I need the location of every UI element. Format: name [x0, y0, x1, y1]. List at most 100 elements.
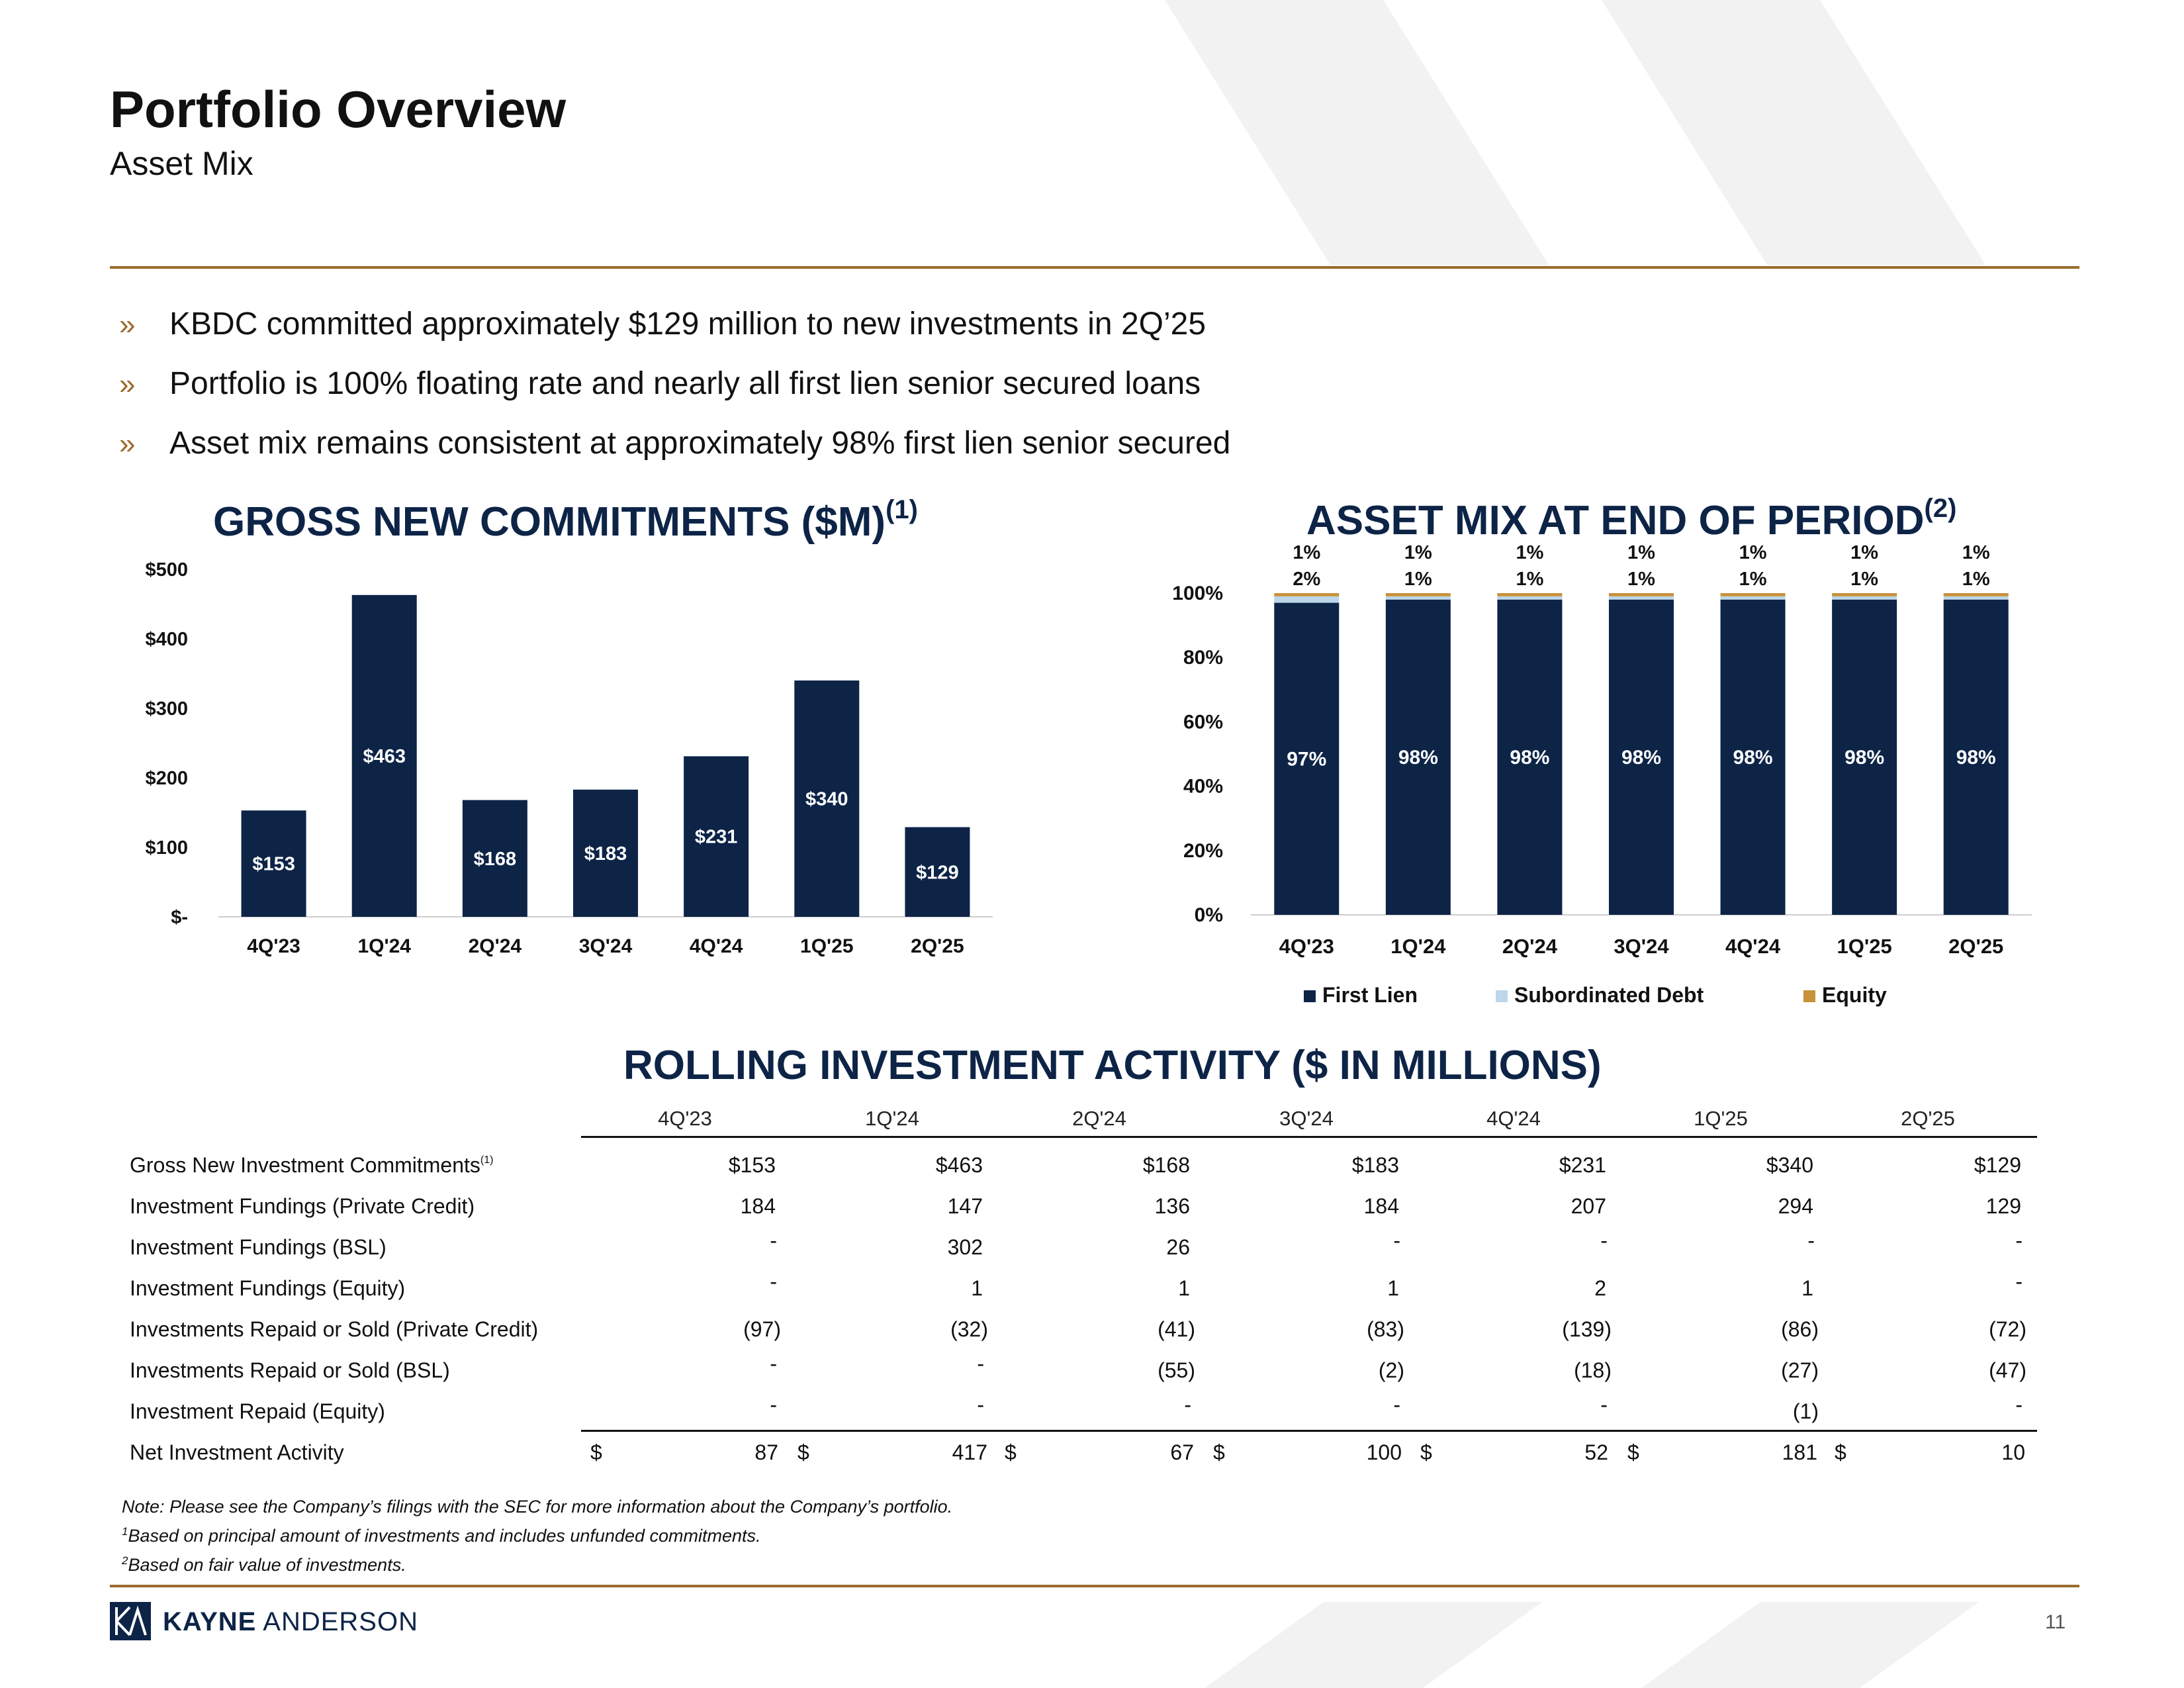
x-tick-label: 1Q'25: [1837, 935, 1892, 958]
page-title: Portfolio Overview: [110, 80, 567, 138]
data-label: 1%: [1850, 542, 1878, 563]
x-tick-label: 1Q'24: [357, 935, 411, 957]
legend-label: First Lien: [1322, 983, 1418, 1007]
asset-mix-chart: 0% 20% 40% 60% 80% 100% 97% 2% 1% 4Q'23 98% 1% 1% 1Q'…: [1172, 542, 2032, 1007]
table-cell: 136: [1154, 1194, 1190, 1218]
bar: [351, 594, 417, 917]
footnote-line: 2Based on fair value of investments.: [122, 1548, 952, 1577]
chart-title-text: ASSET MIX AT END OF PERIOD: [1306, 498, 1925, 543]
legend-swatch: [1803, 990, 1815, 1002]
table-cell: 87: [754, 1440, 778, 1464]
footnote-line: Note: Please see the Company’s filings w…: [122, 1497, 953, 1517]
bullet-mark: »: [119, 308, 136, 341]
column-header: 2Q'25: [1901, 1107, 1955, 1130]
table-cell: 181: [1782, 1440, 1817, 1464]
stack-segment: [1274, 602, 1340, 915]
stack-segment: [1385, 596, 1451, 600]
stack-segment: [1720, 596, 1786, 600]
x-tick-label: 3Q'24: [579, 935, 633, 957]
y-tick-label: 60%: [1183, 711, 1223, 733]
data-label: 1%: [1739, 569, 1767, 590]
stack-segment: [1609, 593, 1674, 596]
table-cell: -: [770, 1352, 777, 1376]
stack-segment: [1385, 599, 1451, 915]
data-label: 1%: [1850, 569, 1878, 590]
footnote-marker: 1: [122, 1525, 128, 1538]
data-label: $463: [363, 746, 406, 767]
y-tick-label: 0%: [1195, 904, 1223, 926]
footnotes: Note: Please see the Company’s filings w…: [122, 1495, 952, 1577]
table-cell: 1: [1178, 1276, 1190, 1300]
row-label-sup: (1): [480, 1154, 494, 1166]
stack-segment: [1497, 596, 1563, 600]
column-header: 2Q'24: [1072, 1107, 1126, 1130]
currency-symbol: $: [590, 1440, 602, 1464]
table-cell: -: [1807, 1229, 1815, 1252]
table-cell: (41): [1158, 1317, 1195, 1341]
data-label: $340: [805, 789, 848, 810]
bullet-mark: »: [119, 428, 136, 460]
table-cell: 100: [1366, 1440, 1402, 1464]
stack-segment: [1609, 599, 1674, 915]
table-cell: -: [977, 1352, 984, 1376]
x-tick-label: 2Q'25: [1948, 935, 2003, 958]
table-cell: 207: [1570, 1194, 1606, 1218]
data-label: 1%: [1627, 569, 1655, 590]
currency-symbol: $: [797, 1440, 809, 1464]
bullet-text: KBDC committed approximately $129 millio…: [169, 306, 1206, 342]
data-label: 1%: [1404, 542, 1432, 563]
x-tick-label: 4Q'24: [690, 935, 743, 957]
data-label: 1%: [1739, 542, 1767, 563]
row-label: Net Investment Activity: [130, 1440, 344, 1464]
currency-symbol: $: [1627, 1440, 1639, 1464]
table-cell: (2): [1378, 1358, 1404, 1382]
table-title: ROLLING INVESTMENT ACTIVITY ($ IN MILLIO…: [623, 1043, 1602, 1088]
data-label: 2%: [1293, 569, 1320, 590]
y-tick-label: $500: [145, 559, 188, 581]
bullet-mark: »: [119, 368, 136, 400]
y-tick-label: $-: [171, 907, 188, 928]
y-tick-label: 100%: [1172, 583, 1223, 604]
table-cell: -: [770, 1270, 777, 1293]
chart-title-sup: (1): [886, 495, 918, 524]
chart-title-text: GROSS NEW COMMITMENTS ($M): [213, 499, 886, 545]
table-cell: -: [977, 1393, 984, 1417]
table-cell: (83): [1367, 1317, 1404, 1341]
table-cell: 184: [1363, 1194, 1399, 1218]
bullet-item: » Portfolio is 100% floating rate and nea…: [119, 365, 1201, 402]
bar: [241, 810, 306, 917]
data-label: $168: [474, 849, 517, 870]
x-tick-label: 1Q'24: [1390, 935, 1446, 958]
column-header: 1Q'25: [1694, 1107, 1748, 1130]
data-label: 1%: [1404, 569, 1432, 590]
data-label: 98%: [1733, 747, 1773, 769]
column-header: 3Q'24: [1279, 1107, 1334, 1130]
table-cell: -: [2015, 1270, 2023, 1293]
row-label: Investments Repaid or Sold (Private Cred…: [130, 1317, 539, 1341]
logo-icon: [110, 1602, 151, 1640]
bar: [573, 789, 638, 917]
table-cell: -: [1393, 1229, 1400, 1252]
table-cell: -: [2015, 1393, 2023, 1417]
bullet-text: Portfolio is 100% floating rate and near…: [169, 366, 1201, 401]
total-rule: [581, 1430, 2037, 1432]
table-cell: (55): [1158, 1358, 1195, 1382]
footnote-marker: 2: [122, 1554, 128, 1567]
table-cell: (27): [1781, 1358, 1819, 1382]
table-cell: (32): [950, 1317, 988, 1341]
data-label: 98%: [1844, 747, 1884, 769]
table-cell: 294: [1778, 1194, 1813, 1218]
stack-segment: [1832, 599, 1897, 915]
chevron-shape: [1205, 1602, 1542, 1688]
row-label: Gross New Investment Commitments(1): [130, 1153, 494, 1177]
data-label: $183: [584, 843, 627, 865]
row-label: Investment Repaid (Equity): [130, 1399, 385, 1423]
table-cell: 52: [1584, 1440, 1608, 1464]
currency-symbol: $: [1213, 1440, 1225, 1464]
y-tick-label: 20%: [1183, 840, 1223, 862]
legend-swatch: [1496, 990, 1508, 1002]
row-label: Investment Fundings (BSL): [130, 1235, 387, 1259]
table-cell: -: [2015, 1229, 2023, 1252]
legend-label: Subordinated Debt: [1514, 983, 1704, 1007]
data-label: 1%: [1962, 542, 1990, 563]
